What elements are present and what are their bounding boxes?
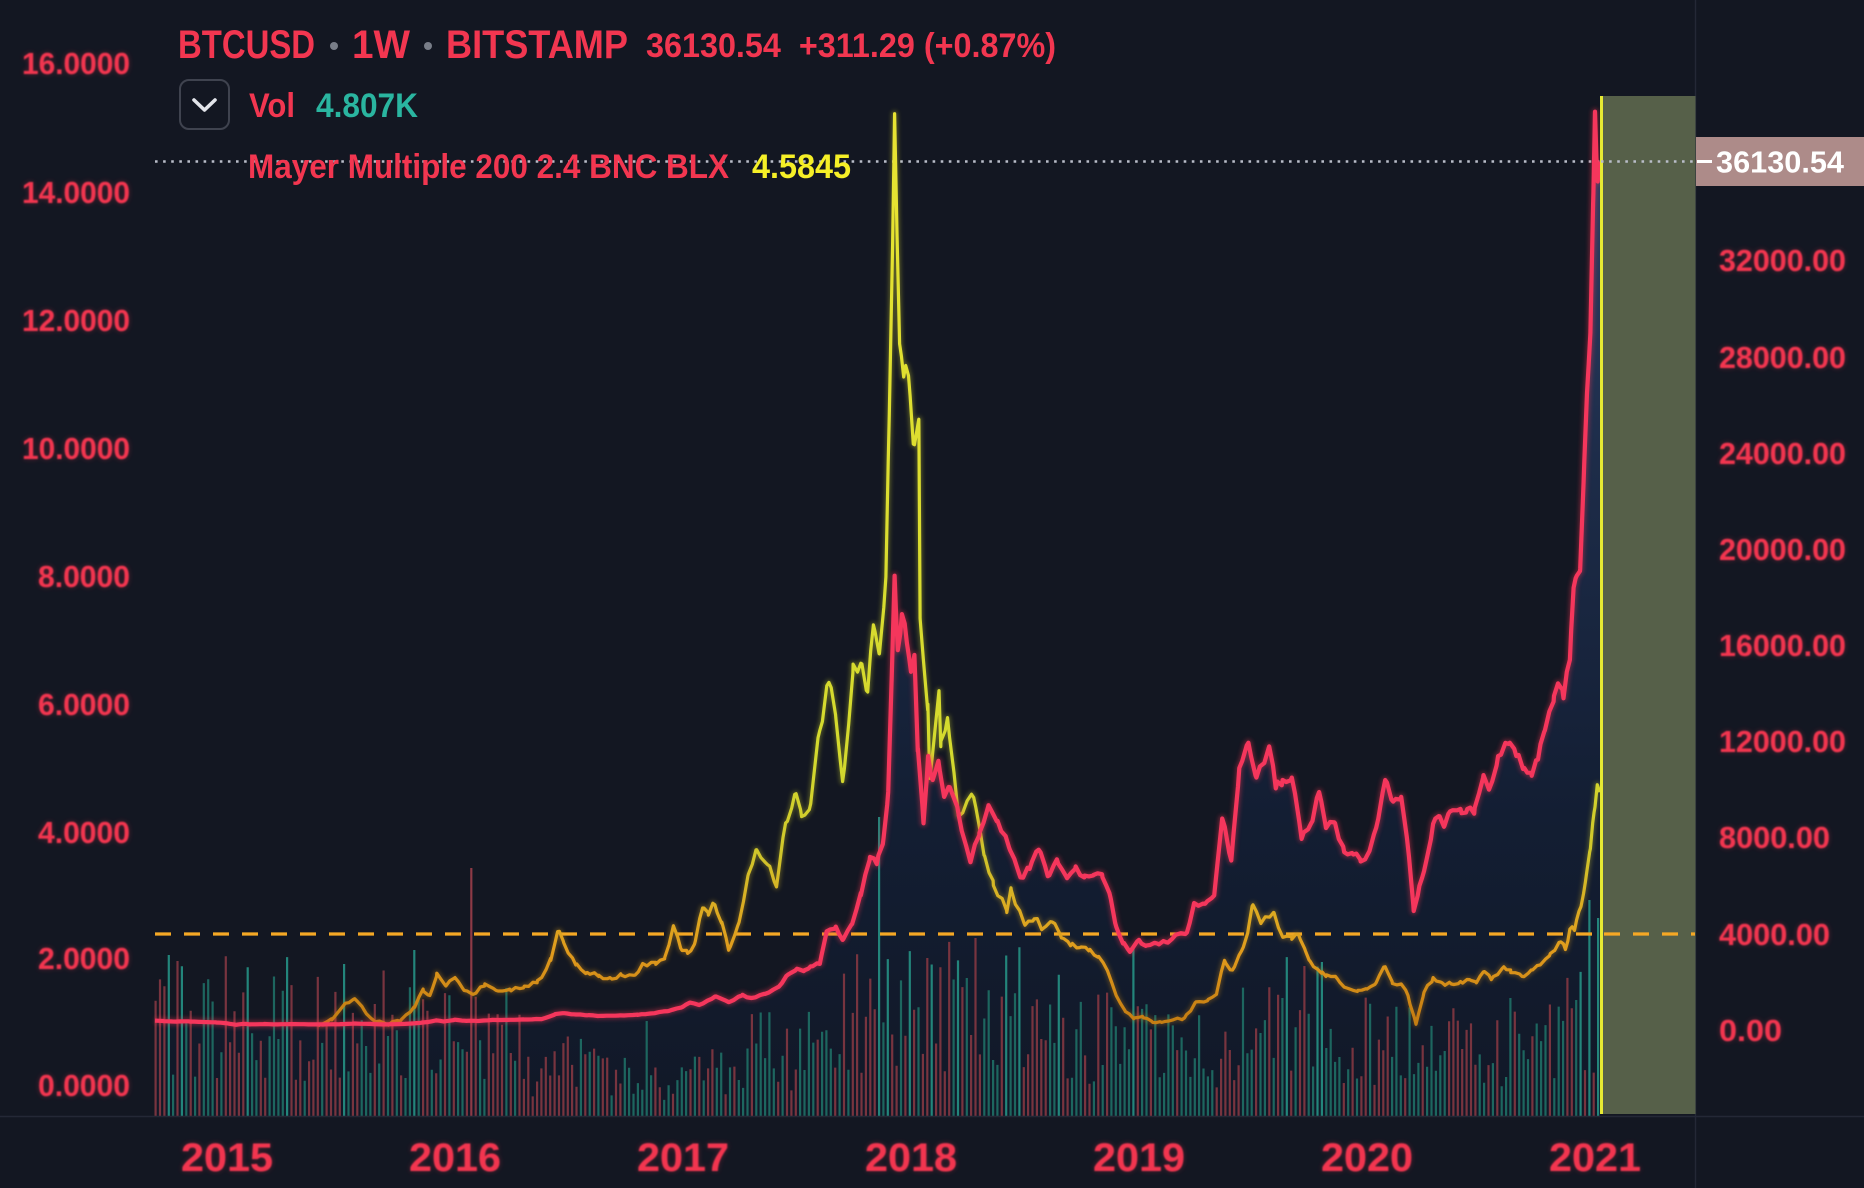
svg-text:0.00: 0.00 — [1719, 1013, 1782, 1048]
svg-text:2021: 2021 — [1549, 1136, 1641, 1180]
svg-text:16.0000: 16.0000 — [22, 46, 130, 81]
svg-text:20000.00: 20000.00 — [1719, 532, 1846, 567]
svg-text:8000.00: 8000.00 — [1719, 820, 1830, 855]
svg-text:4000.00: 4000.00 — [1719, 917, 1830, 952]
svg-text:2021: 2021 — [1549, 1136, 1641, 1180]
svg-text:Mayer Multiple 200 2.4 BNC BLX: Mayer Multiple 200 2.4 BNC BLX — [248, 148, 729, 186]
svg-text:14.0000: 14.0000 — [22, 175, 130, 210]
svg-text:12000.00: 12000.00 — [1719, 724, 1846, 759]
svg-text:16000.00: 16000.00 — [1719, 628, 1846, 663]
svg-text:2.0000: 2.0000 — [38, 941, 130, 976]
svg-text:2018: 2018 — [865, 1136, 957, 1180]
svg-text:2015: 2015 — [181, 1136, 273, 1180]
svg-text:16.0000: 16.0000 — [22, 46, 130, 81]
svg-text:2.0000: 2.0000 — [38, 941, 130, 976]
svg-text:10.0000: 10.0000 — [22, 431, 130, 466]
svg-text:12.0000: 12.0000 — [22, 303, 130, 338]
svg-text:BTCUSD: BTCUSD — [178, 23, 315, 67]
svg-text:24000.00: 24000.00 — [1719, 436, 1846, 471]
svg-text:4.807K: 4.807K — [316, 87, 418, 125]
svg-text:2017: 2017 — [637, 1136, 729, 1180]
svg-text:6.0000: 6.0000 — [38, 687, 130, 722]
svg-text:36130.54 +311.29 (+0.87%): 36130.54 +311.29 (+0.87%) — [646, 27, 1056, 65]
svg-text:2017: 2017 — [637, 1136, 729, 1180]
svg-text:0.0000: 0.0000 — [38, 1068, 130, 1103]
svg-text:2019: 2019 — [1093, 1136, 1185, 1180]
svg-text:16000.00: 16000.00 — [1719, 628, 1846, 663]
svg-text:0.00: 0.00 — [1719, 1013, 1782, 1048]
svg-text:6.0000: 6.0000 — [38, 687, 130, 722]
svg-text:BITSTAMP: BITSTAMP — [446, 23, 628, 67]
svg-text:32000.00: 32000.00 — [1719, 243, 1846, 278]
svg-text:20000.00: 20000.00 — [1719, 532, 1846, 567]
svg-text:2016: 2016 — [409, 1136, 501, 1180]
svg-text:2019: 2019 — [1093, 1136, 1185, 1180]
svg-text:12.0000: 12.0000 — [22, 303, 130, 338]
svg-text:4000.00: 4000.00 — [1719, 917, 1830, 952]
svg-text:0.0000: 0.0000 — [38, 1068, 130, 1103]
svg-text:24000.00: 24000.00 — [1719, 436, 1846, 471]
svg-text:8.0000: 8.0000 — [38, 559, 130, 594]
svg-text:2018: 2018 — [865, 1136, 957, 1180]
svg-text:4.0000: 4.0000 — [38, 815, 130, 850]
svg-text:8000.00: 8000.00 — [1719, 820, 1830, 855]
svg-text:28000.00: 28000.00 — [1719, 340, 1846, 375]
svg-text:4.0000: 4.0000 — [38, 815, 130, 850]
svg-text:4.5845: 4.5845 — [752, 148, 851, 186]
svg-text:12000.00: 12000.00 — [1719, 724, 1846, 759]
svg-text:2020: 2020 — [1321, 1136, 1413, 1180]
svg-text:14.0000: 14.0000 — [22, 175, 130, 210]
svg-text:28000.00: 28000.00 — [1719, 340, 1846, 375]
svg-text:Vol: Vol — [249, 87, 295, 125]
svg-text:2015: 2015 — [181, 1136, 273, 1180]
svg-text:32000.00: 32000.00 — [1719, 243, 1846, 278]
svg-text:8.0000: 8.0000 — [38, 559, 130, 594]
svg-text:2016: 2016 — [409, 1136, 501, 1180]
svg-text:2020: 2020 — [1321, 1136, 1413, 1180]
svg-text:36130.54: 36130.54 — [1716, 145, 1845, 180]
svg-text:10.0000: 10.0000 — [22, 431, 130, 466]
svg-text:1W: 1W — [352, 23, 410, 67]
